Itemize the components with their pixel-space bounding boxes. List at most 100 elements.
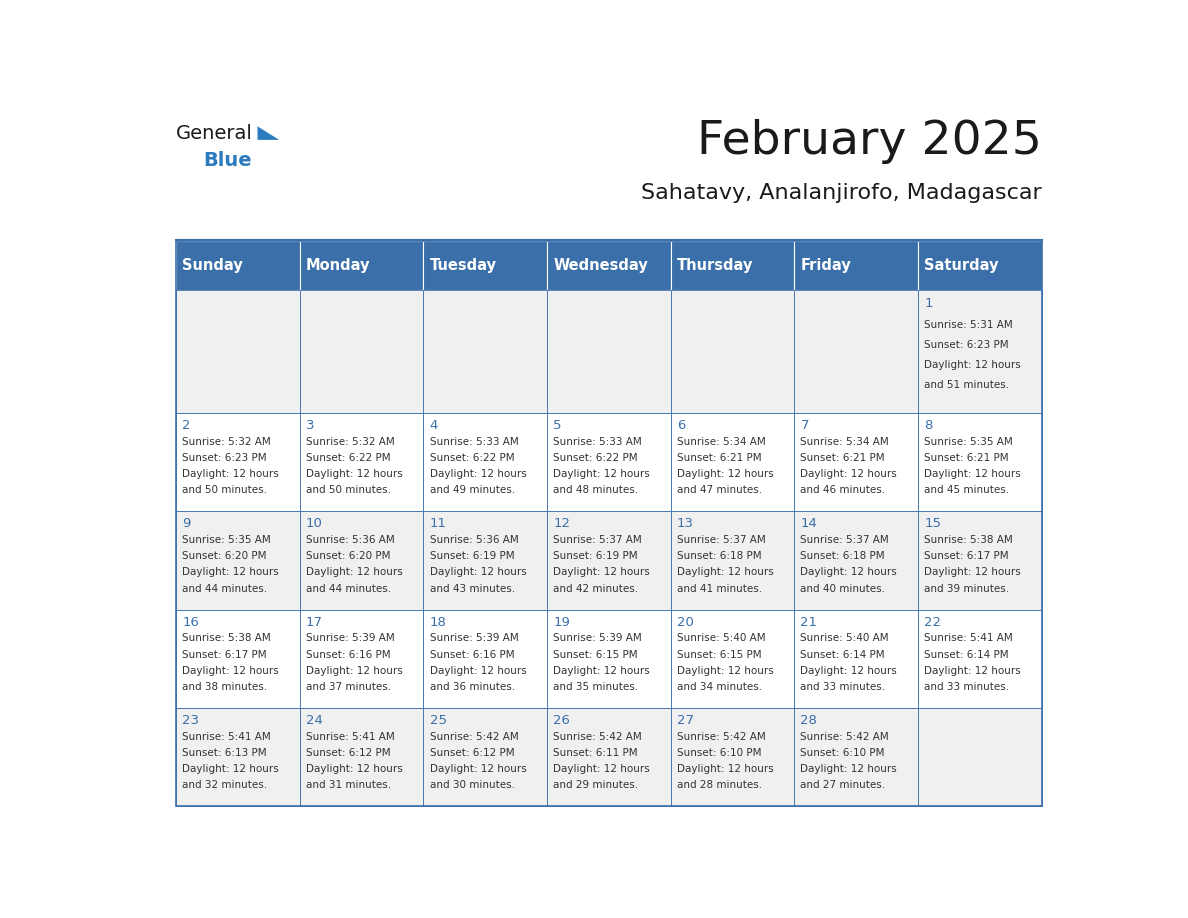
Bar [299, 708, 423, 806]
Bar [795, 511, 918, 610]
Text: Sunrise: 5:33 AM: Sunrise: 5:33 AM [430, 437, 518, 447]
Bar [795, 241, 918, 290]
Bar [671, 511, 795, 610]
Text: Sunset: 6:16 PM: Sunset: 6:16 PM [430, 650, 514, 659]
Text: 5: 5 [554, 419, 562, 432]
Text: and 45 minutes.: and 45 minutes. [924, 486, 1010, 496]
Bar [671, 708, 795, 806]
Bar [795, 290, 918, 413]
Text: and 50 minutes.: and 50 minutes. [182, 486, 267, 496]
Text: Daylight: 12 hours: Daylight: 12 hours [924, 469, 1020, 479]
Text: Sunrise: 5:36 AM: Sunrise: 5:36 AM [307, 535, 394, 545]
Text: Sunrise: 5:40 AM: Sunrise: 5:40 AM [801, 633, 889, 644]
Bar [546, 290, 671, 413]
Text: Daylight: 12 hours: Daylight: 12 hours [801, 666, 897, 676]
Text: and 33 minutes.: and 33 minutes. [801, 682, 885, 692]
Text: and 44 minutes.: and 44 minutes. [307, 584, 391, 594]
Text: 17: 17 [307, 616, 323, 629]
Text: 24: 24 [307, 714, 323, 727]
Bar [671, 610, 795, 708]
Bar [918, 241, 1042, 290]
Text: and 30 minutes.: and 30 minutes. [430, 780, 514, 790]
Text: Daylight: 12 hours: Daylight: 12 hours [182, 567, 279, 577]
Bar [176, 511, 299, 610]
Bar [918, 610, 1042, 708]
Bar [176, 610, 299, 708]
Text: and 35 minutes.: and 35 minutes. [554, 682, 638, 692]
Text: 26: 26 [554, 714, 570, 727]
Text: and 49 minutes.: and 49 minutes. [430, 486, 514, 496]
Text: Blue: Blue [203, 151, 252, 170]
Text: and 27 minutes.: and 27 minutes. [801, 780, 885, 790]
Text: Daylight: 12 hours: Daylight: 12 hours [307, 764, 403, 774]
Text: Sunrise: 5:33 AM: Sunrise: 5:33 AM [554, 437, 642, 447]
Text: Daylight: 12 hours: Daylight: 12 hours [554, 469, 650, 479]
Text: Sunset: 6:12 PM: Sunset: 6:12 PM [307, 748, 391, 758]
Text: Sunset: 6:20 PM: Sunset: 6:20 PM [307, 551, 391, 561]
Bar [176, 290, 299, 413]
Text: Sunrise: 5:37 AM: Sunrise: 5:37 AM [677, 535, 765, 545]
Text: 8: 8 [924, 419, 933, 432]
Text: February 2025: February 2025 [696, 119, 1042, 164]
Text: and 33 minutes.: and 33 minutes. [924, 682, 1010, 692]
Text: Sunset: 6:14 PM: Sunset: 6:14 PM [924, 650, 1009, 659]
Bar [299, 511, 423, 610]
Text: Daylight: 12 hours: Daylight: 12 hours [182, 469, 279, 479]
Text: Sunrise: 5:41 AM: Sunrise: 5:41 AM [924, 633, 1013, 644]
Text: Sunset: 6:18 PM: Sunset: 6:18 PM [677, 551, 762, 561]
Text: Sahatavy, Analanjirofo, Madagascar: Sahatavy, Analanjirofo, Madagascar [640, 184, 1042, 203]
Text: 6: 6 [677, 419, 685, 432]
Text: Sunset: 6:18 PM: Sunset: 6:18 PM [801, 551, 885, 561]
Bar [176, 241, 299, 290]
Bar [423, 413, 546, 511]
Bar [546, 511, 671, 610]
Text: Daylight: 12 hours: Daylight: 12 hours [801, 567, 897, 577]
Text: 21: 21 [801, 616, 817, 629]
Text: Sunset: 6:17 PM: Sunset: 6:17 PM [924, 551, 1009, 561]
Text: 13: 13 [677, 517, 694, 531]
Text: and 43 minutes.: and 43 minutes. [430, 584, 514, 594]
Text: Sunrise: 5:39 AM: Sunrise: 5:39 AM [307, 633, 394, 644]
Bar [918, 413, 1042, 511]
Text: Sunset: 6:23 PM: Sunset: 6:23 PM [182, 453, 267, 463]
Text: 10: 10 [307, 517, 323, 531]
Bar [795, 708, 918, 806]
Text: Friday: Friday [801, 258, 852, 273]
Text: Sunrise: 5:41 AM: Sunrise: 5:41 AM [182, 732, 271, 742]
Text: Daylight: 12 hours: Daylight: 12 hours [430, 469, 526, 479]
Text: Sunset: 6:23 PM: Sunset: 6:23 PM [924, 340, 1009, 350]
Text: and 47 minutes.: and 47 minutes. [677, 486, 762, 496]
Text: Daylight: 12 hours: Daylight: 12 hours [182, 764, 279, 774]
Text: 20: 20 [677, 616, 694, 629]
Text: 12: 12 [554, 517, 570, 531]
Text: 28: 28 [801, 714, 817, 727]
Text: Sunrise: 5:42 AM: Sunrise: 5:42 AM [554, 732, 642, 742]
Text: Sunday: Sunday [182, 258, 244, 273]
Text: Sunrise: 5:31 AM: Sunrise: 5:31 AM [924, 319, 1013, 330]
Text: Sunrise: 5:32 AM: Sunrise: 5:32 AM [307, 437, 394, 447]
Text: Daylight: 12 hours: Daylight: 12 hours [554, 764, 650, 774]
Text: Daylight: 12 hours: Daylight: 12 hours [307, 567, 403, 577]
Text: Daylight: 12 hours: Daylight: 12 hours [430, 764, 526, 774]
Text: Sunset: 6:21 PM: Sunset: 6:21 PM [801, 453, 885, 463]
Text: Sunrise: 5:41 AM: Sunrise: 5:41 AM [307, 732, 394, 742]
Text: Sunset: 6:17 PM: Sunset: 6:17 PM [182, 650, 267, 659]
Text: 23: 23 [182, 714, 200, 727]
Bar [671, 290, 795, 413]
Text: 27: 27 [677, 714, 694, 727]
Bar [299, 413, 423, 511]
Text: 15: 15 [924, 517, 941, 531]
Text: and 50 minutes.: and 50 minutes. [307, 486, 391, 496]
Bar [423, 610, 546, 708]
Text: Sunset: 6:22 PM: Sunset: 6:22 PM [554, 453, 638, 463]
Text: Saturday: Saturday [924, 258, 999, 273]
Bar [795, 413, 918, 511]
Text: 4: 4 [430, 419, 438, 432]
Text: Sunrise: 5:39 AM: Sunrise: 5:39 AM [554, 633, 642, 644]
Text: and 48 minutes.: and 48 minutes. [554, 486, 638, 496]
Bar [918, 708, 1042, 806]
Text: Sunrise: 5:34 AM: Sunrise: 5:34 AM [801, 437, 890, 447]
Text: Sunrise: 5:35 AM: Sunrise: 5:35 AM [924, 437, 1013, 447]
Text: Sunset: 6:22 PM: Sunset: 6:22 PM [430, 453, 514, 463]
Bar [795, 610, 918, 708]
